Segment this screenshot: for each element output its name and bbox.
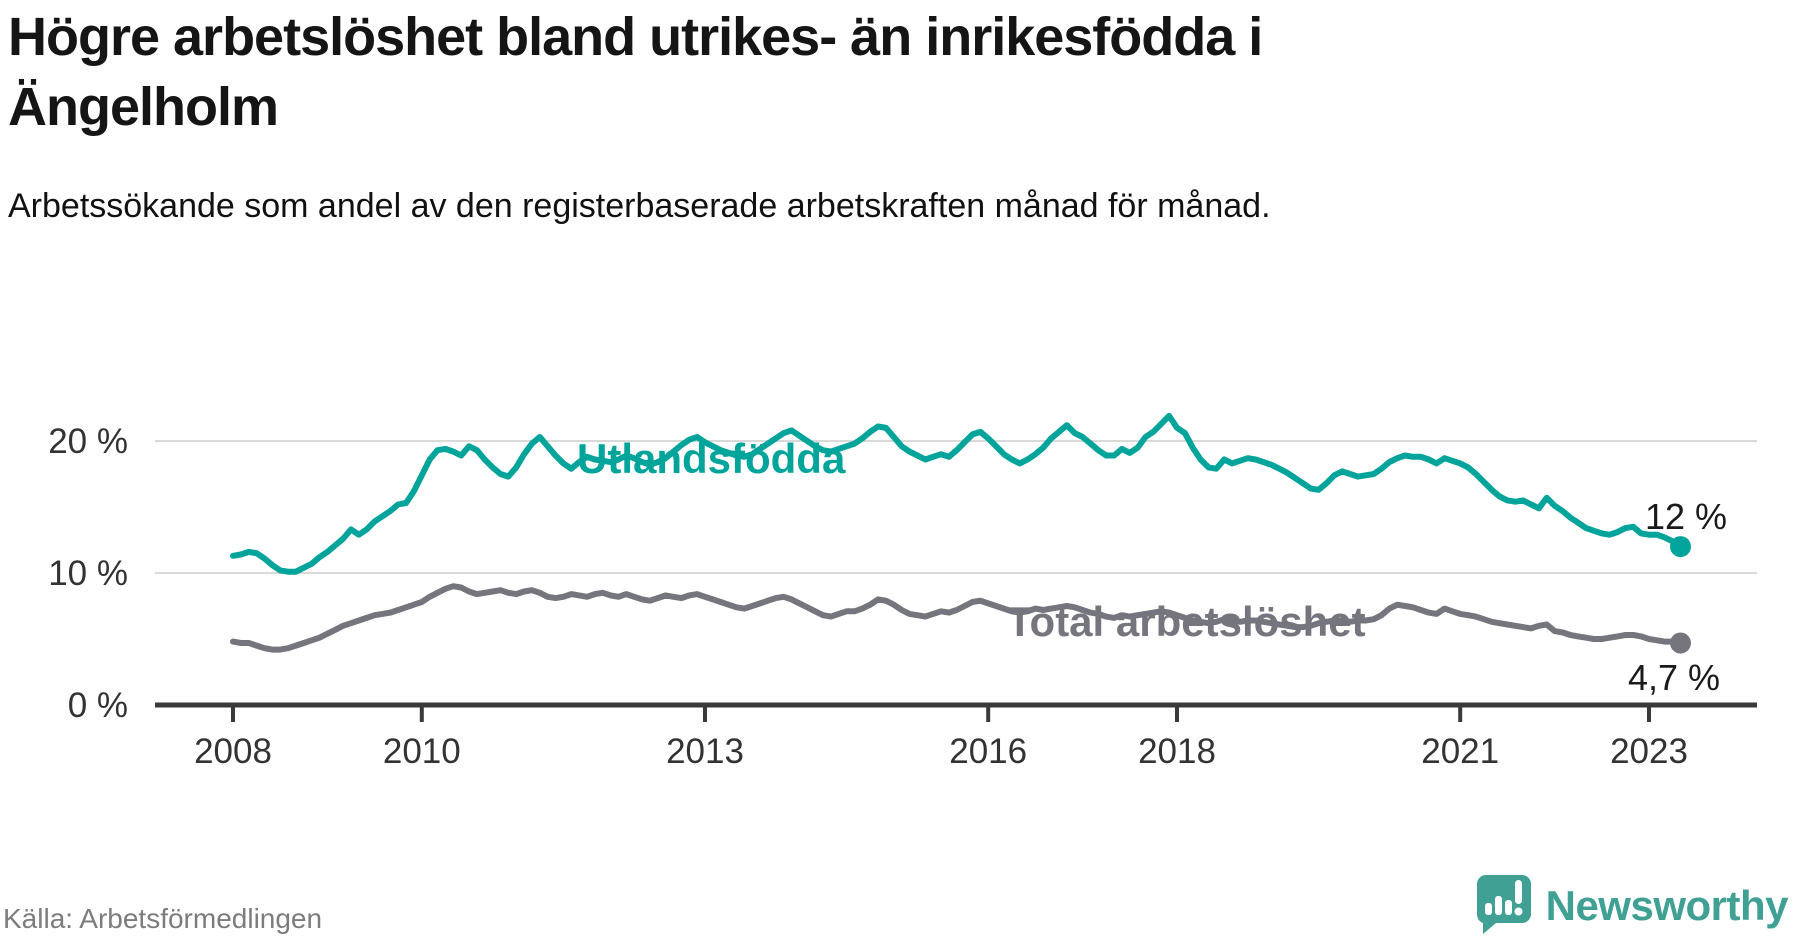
- y-axis-label: 0 %: [68, 686, 128, 725]
- x-axis-label: 2021: [1421, 732, 1499, 770]
- newsworthy-logo-icon: [1474, 872, 1532, 939]
- newsworthy-logo-text: Newsworthy: [1545, 881, 1789, 929]
- x-axis-label: 2010: [383, 732, 461, 770]
- y-axis-label: 10 %: [48, 554, 128, 593]
- x-axis-label: 2016: [949, 732, 1027, 770]
- line-chart-svg: 20 % 10 % 0 % 2008 2010 2013 2016 2018 2021 2023 U…: [48, 412, 1757, 770]
- x-axis-label: 2018: [1138, 732, 1216, 770]
- series-end-dot: [1670, 632, 1691, 654]
- x-axis-label: 2023: [1610, 732, 1688, 770]
- series-end-dot: [1670, 536, 1691, 558]
- series-label-utlandsfodda: Utlandsfödda: [577, 435, 846, 482]
- chart-subtitle: Arbetssökande som andel av den registerb…: [8, 187, 1271, 225]
- series-label-total: Total arbetslöshet: [1007, 598, 1366, 645]
- x-axis-label: 2013: [666, 732, 744, 770]
- series-line-total: [230, 583, 1684, 653]
- source-note: Källa: Arbetsförmedlingen: [3, 903, 323, 934]
- line-chart: 20 % 10 % 0 % 2008 2010 2013 2016 2018 2021 2023 U…: [0, 330, 1800, 770]
- chart-title: Högre arbetslöshet bland utrikes- än inr…: [8, 7, 1263, 138]
- y-axis-label: 20 %: [48, 422, 128, 461]
- series-line-utlandsfodda: [230, 412, 1684, 575]
- series-end-label: 12 %: [1645, 496, 1727, 537]
- x-axis-label: 2008: [194, 732, 272, 770]
- newsworthy-logo: Newsworthy: [1474, 872, 1789, 939]
- series-end-label: 4,7 %: [1628, 657, 1720, 698]
